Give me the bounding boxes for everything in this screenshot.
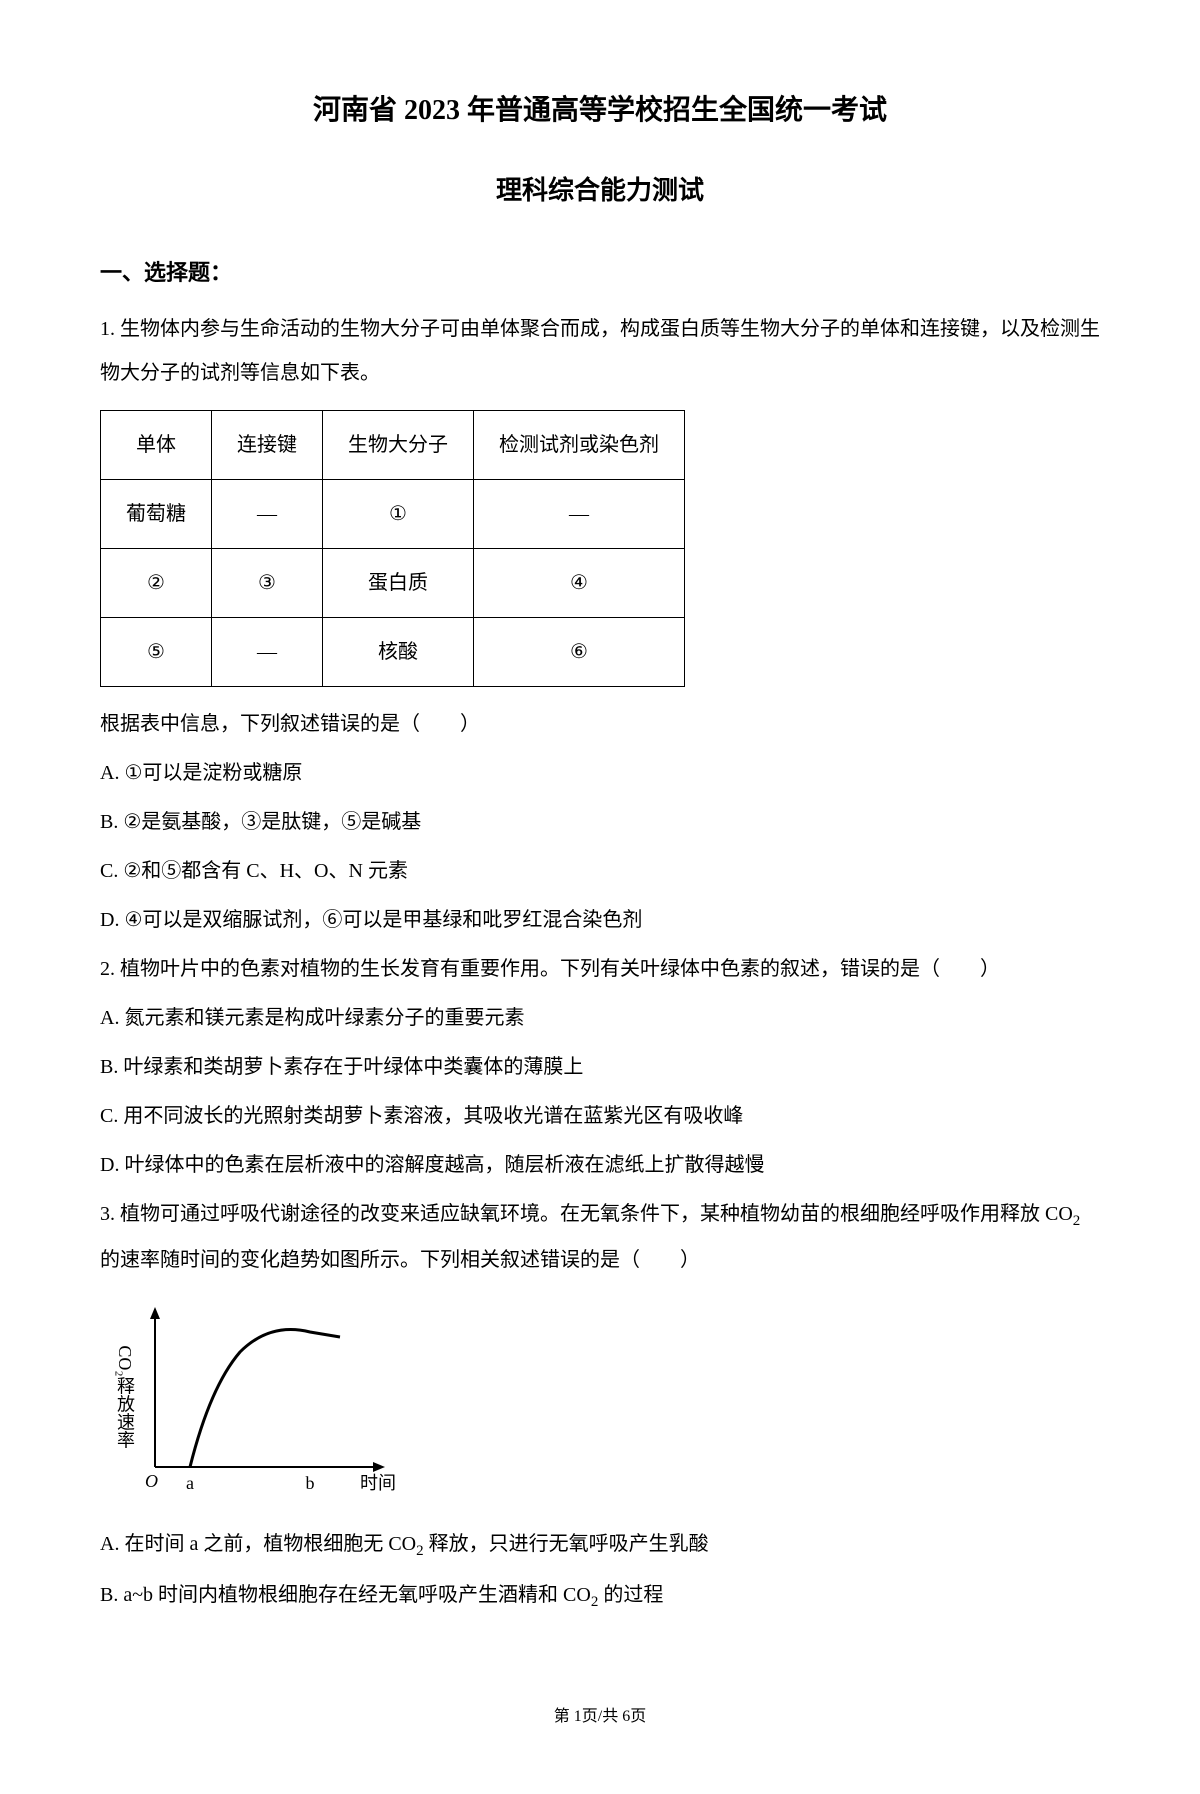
q1-option-c: C. ②和⑤都含有 C、H、O、N 元素 — [100, 849, 1100, 893]
table-row: 葡萄糖 — ① — — [101, 480, 685, 549]
q3-option-b: B. a~b 时间内植物根细胞存在经无氧呼吸产生酒精和 CO2 的过程 — [100, 1573, 1100, 1619]
table-cell: ⑤ — [101, 618, 212, 687]
q2-option-a: A. 氮元素和镁元素是构成叶绿素分子的重要元素 — [100, 996, 1100, 1040]
q1-option-b: B. ②是氨基酸，③是肽键，⑤是碱基 — [100, 800, 1100, 844]
chart-y-label: CO₂释放速率 — [115, 1346, 135, 1449]
q1-option-a: A. ①可以是淀粉或糖原 — [100, 751, 1100, 795]
q1-option-d: D. ④可以是双缩脲试剂，⑥可以是甲基绿和吡罗红混合染色剂 — [100, 898, 1100, 942]
table-cell: ⑥ — [474, 618, 685, 687]
table-header-cell: 检测试剂或染色剂 — [474, 411, 685, 480]
table-header-cell: 生物大分子 — [323, 411, 474, 480]
q2-option-d: D. 叶绿体中的色素在层析液中的溶解度越高，随层析液在滤纸上扩散得越慢 — [100, 1143, 1100, 1187]
q3-intro-sub1: 2 — [1073, 1213, 1081, 1229]
table-header-cell: 单体 — [101, 411, 212, 480]
chart-curve — [190, 1330, 340, 1468]
chart-origin-label: O — [145, 1471, 158, 1491]
chart-y-arrow — [150, 1307, 160, 1319]
table-row: ② ③ 蛋白质 ④ — [101, 549, 685, 618]
table-cell: 蛋白质 — [323, 549, 474, 618]
table-cell: ③ — [212, 549, 323, 618]
chart-xtick-a: a — [186, 1473, 194, 1493]
table-cell: 葡萄糖 — [101, 480, 212, 549]
chart-x-label: 时间 — [360, 1473, 396, 1493]
table-cell: ② — [101, 549, 212, 618]
table-cell: — — [212, 480, 323, 549]
q3-chart: CO₂释放速率 O a b 时间 — [110, 1297, 1100, 1507]
q1-prompt: 根据表中信息，下列叙述错误的是（ ） — [100, 702, 1100, 746]
q2-option-b: B. 叶绿素和类胡萝卜素存在于叶绿体中类囊体的薄膜上 — [100, 1045, 1100, 1089]
table-cell: — — [212, 618, 323, 687]
q2-intro: 2. 植物叶片中的色素对植物的生长发育有重要作用。下列有关叶绿体中色素的叙述，错… — [100, 947, 1100, 991]
page-footer: 第 1页/共 6页 — [100, 1699, 1100, 1734]
q1-table: 单体 连接键 生物大分子 检测试剂或染色剂 葡萄糖 — ① — ② ③ 蛋白质 … — [100, 410, 685, 687]
q3-intro-part2: 的速率随时间的变化趋势如图所示。下列相关叙述错误的是（ ） — [100, 1249, 700, 1271]
q3-option-a-sub: 2 — [416, 1543, 424, 1559]
q3-option-b-part2: 的过程 — [598, 1584, 663, 1606]
main-title: 河南省 2023 年普通高等学校招生全国统一考试 — [100, 80, 1100, 142]
q3-option-b-part1: B. a~b 时间内植物根细胞存在经无氧呼吸产生酒精和 CO — [100, 1584, 591, 1606]
q3-option-a-part2: 释放，只进行无氧呼吸产生乳酸 — [424, 1533, 709, 1555]
sub-title: 理科综合能力测试 — [100, 162, 1100, 219]
table-cell: ① — [323, 480, 474, 549]
chart-svg: CO₂释放速率 O a b 时间 — [110, 1297, 410, 1507]
q2-option-c: C. 用不同波长的光照射类胡萝卜素溶液，其吸收光谱在蓝紫光区有吸收峰 — [100, 1094, 1100, 1138]
table-header-cell: 连接键 — [212, 411, 323, 480]
table-cell: 核酸 — [323, 618, 474, 687]
chart-x-arrow — [373, 1462, 385, 1472]
table-cell: ④ — [474, 549, 685, 618]
chart-xtick-b: b — [306, 1473, 315, 1493]
table-row: ⑤ — 核酸 ⑥ — [101, 618, 685, 687]
q1-intro: 1. 生物体内参与生命活动的生物大分子可由单体聚合而成，构成蛋白质等生物大分子的… — [100, 307, 1100, 395]
q3-option-a-part1: A. 在时间 a 之前，植物根细胞无 CO — [100, 1533, 416, 1555]
q3-option-a: A. 在时间 a 之前，植物根细胞无 CO2 释放，只进行无氧呼吸产生乳酸 — [100, 1522, 1100, 1568]
q3-intro-part1: 3. 植物可通过呼吸代谢途径的改变来适应缺氧环境。在无氧条件下，某种植物幼苗的根… — [100, 1203, 1073, 1225]
table-cell: — — [474, 480, 685, 549]
q3-intro: 3. 植物可通过呼吸代谢途径的改变来适应缺氧环境。在无氧条件下，某种植物幼苗的根… — [100, 1192, 1100, 1282]
table-header-row: 单体 连接键 生物大分子 检测试剂或染色剂 — [101, 411, 685, 480]
section-heading: 一、选择题： — [100, 249, 1100, 297]
